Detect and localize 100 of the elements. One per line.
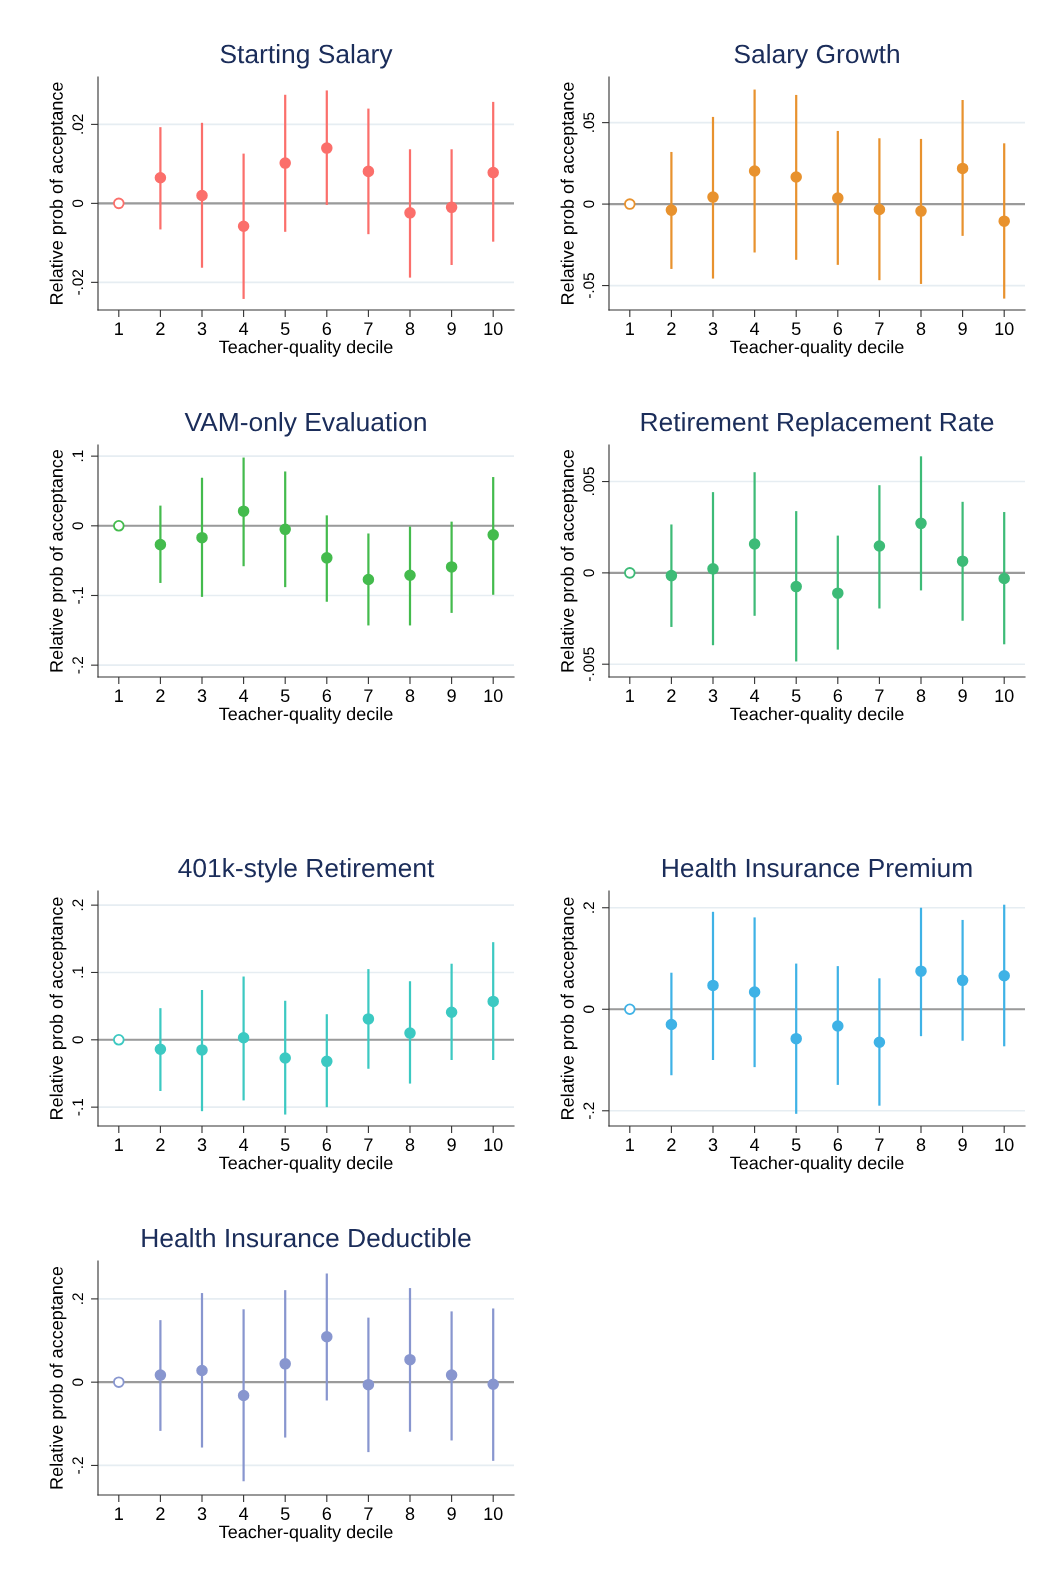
x-axis-title: Teacher-quality decile: [219, 340, 393, 357]
y-axis-title: Relative prob of acceptance: [560, 897, 578, 1119]
point: [362, 573, 375, 586]
point: [790, 1032, 802, 1045]
point: [665, 204, 678, 216]
x-tick-label: 8: [916, 322, 926, 336]
x-tick-label: 10: [995, 689, 1014, 703]
x-tick-label: 6: [322, 689, 332, 703]
x-tick-label: 4: [238, 689, 249, 702]
x-tick-label: 8: [405, 1138, 415, 1152]
y-axis-title: Relative prob of acceptance: [49, 897, 67, 1119]
y-tick-label: 0: [583, 200, 595, 208]
point: [279, 157, 291, 169]
point: [362, 1378, 375, 1391]
y-tick-label: 0: [72, 1036, 84, 1044]
x-axis-title: Teacher-quality decile: [219, 1525, 393, 1542]
x-tick-label: 4: [238, 1507, 249, 1520]
x-tick-label: 10: [995, 322, 1014, 336]
point: [487, 166, 499, 179]
point: [445, 1369, 458, 1381]
x-tick-label: 7: [364, 1138, 373, 1151]
x-tick-label: 8: [405, 1507, 415, 1521]
y-tick-label: .005: [583, 467, 595, 496]
chart-title: Health Insurance Premium: [662, 857, 972, 878]
y-tick-label: -.2: [72, 657, 84, 674]
point: [956, 555, 969, 567]
x-tick-label: 1: [115, 322, 123, 335]
x-tick-label: 2: [667, 1138, 676, 1151]
point: [748, 165, 761, 177]
chart-title: Salary Growth: [734, 43, 899, 69]
x-tick-label: 7: [364, 689, 373, 702]
x-tick-label: 9: [447, 1507, 456, 1521]
x-tick-label: 7: [875, 689, 884, 702]
x-tick-label: 2: [156, 1507, 165, 1520]
point: [321, 1055, 333, 1068]
x-tick-label: 3: [197, 1138, 207, 1152]
point: [487, 529, 499, 541]
y-axis-title: Relative prob of acceptance: [560, 449, 578, 672]
point: [998, 969, 1010, 982]
y-axis-title: Relative prob of acceptance: [49, 1266, 67, 1489]
point: [624, 198, 636, 210]
x-axis-title: Teacher-quality decile: [219, 707, 393, 724]
x-tick-label: 3: [708, 1138, 718, 1152]
x-tick-label: 9: [958, 322, 967, 336]
x-tick-label: 9: [447, 322, 456, 336]
point: [237, 1389, 250, 1402]
point: [915, 517, 927, 530]
x-tick-label: 7: [364, 322, 373, 335]
point: [873, 203, 886, 216]
y-axis-title: Relative prob of acceptance: [49, 449, 67, 672]
point: [445, 1006, 458, 1018]
point: [279, 1052, 291, 1064]
chart-title: VAM-only Evaluation: [184, 411, 426, 437]
point: [321, 552, 333, 564]
x-axis-title: Teacher-quality decile: [730, 707, 904, 724]
point: [790, 580, 802, 593]
point: [748, 538, 761, 550]
point: [748, 986, 761, 998]
point: [404, 207, 416, 219]
point: [404, 569, 416, 582]
y-tick-label: .1: [72, 450, 84, 462]
x-tick-label: 2: [667, 689, 676, 702]
x-tick-label: 2: [667, 322, 676, 335]
y-tick-label: -.05: [583, 273, 595, 299]
y-tick-label: .2: [583, 902, 595, 913]
point: [279, 523, 291, 536]
y-axis-title: Relative prob of acceptance: [49, 82, 67, 304]
x-tick-label: 4: [238, 322, 249, 335]
x-tick-label: 5: [791, 322, 801, 336]
x-tick-label: 5: [280, 322, 290, 336]
point: [113, 197, 125, 210]
y-axis-title: Relative prob of acceptance: [560, 82, 578, 304]
point: [113, 1376, 125, 1388]
x-tick-label: 5: [791, 689, 801, 703]
y-tick-label: 0: [72, 522, 84, 530]
y-tick-label: 0: [72, 199, 84, 208]
x-tick-label: 5: [280, 1138, 290, 1152]
chart-title: Retirement Replacement Rate: [641, 411, 994, 437]
x-tick-label: 10: [484, 1507, 503, 1521]
point: [915, 965, 927, 977]
chart-title: 401k-style Retirement: [178, 857, 435, 883]
x-tick-label: 9: [447, 1138, 456, 1152]
x-tick-label: 4: [749, 689, 760, 702]
y-tick-label: -.02: [72, 269, 84, 295]
x-tick-label: 7: [364, 1507, 373, 1520]
chart-title: Health Insurance Deductible: [142, 1227, 471, 1248]
x-tick-label: 1: [626, 1138, 634, 1151]
x-tick-label: 5: [280, 689, 290, 703]
point: [113, 520, 125, 532]
point: [998, 572, 1010, 585]
point: [665, 1018, 678, 1031]
x-tick-label: 2: [156, 1138, 165, 1151]
x-tick-label: 6: [833, 322, 843, 336]
y-tick-label: -.1: [72, 1098, 84, 1116]
x-axis-title: Teacher-quality decile: [730, 340, 904, 357]
point: [404, 1353, 416, 1366]
y-tick-label: 0: [583, 1005, 595, 1013]
x-tick-label: 3: [708, 322, 718, 336]
y-tick-label: .05: [583, 112, 595, 132]
point: [915, 205, 927, 217]
